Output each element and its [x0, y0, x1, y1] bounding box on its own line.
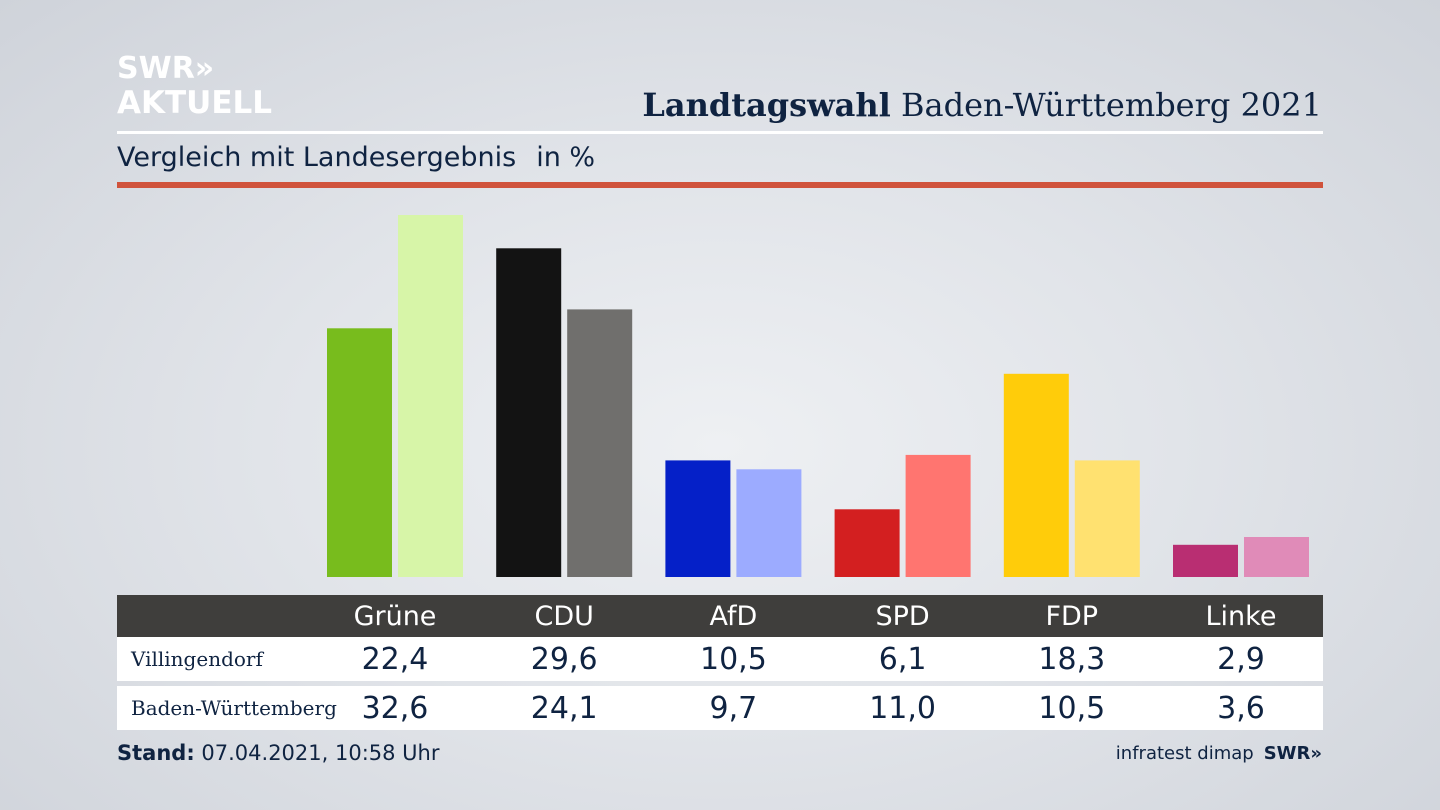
unit-label: in %	[536, 142, 596, 173]
column-header-linke: Linke	[1205, 600, 1277, 632]
column-header-cdu: CDU	[534, 600, 594, 632]
page-title: Landtagswahl Baden-Württemberg 2021	[642, 86, 1322, 124]
bar-cdu-baden-wuerttemberg	[567, 309, 633, 577]
subtitle-divider	[117, 182, 1323, 188]
table-row: Baden-Württemberg 32,6 24,1 9,7 11,0 10,5 3,6	[117, 686, 1323, 730]
table-row: Villingendorf 22,4 29,6 10,5 6,1 18,3 2,9	[117, 637, 1323, 681]
title-bold: Landtagswahl	[642, 86, 891, 124]
column-header-afd: AfD	[709, 600, 758, 632]
column-header-spd: SPD	[875, 600, 930, 632]
bar-afd-villingendorf	[665, 460, 731, 577]
subtitle-text: Vergleich mit Landesergebnis	[117, 142, 517, 173]
bar-fdp-villingendorf	[1003, 373, 1069, 577]
value-gruene-villingendorf: 22,4	[361, 641, 429, 677]
value-afd-baden-wuerttemberg: 9,7	[709, 690, 758, 726]
source-credit: infratest dimap SWR»	[1116, 743, 1322, 764]
row-label-villingendorf: Villingendorf	[131, 647, 263, 671]
bar-cdu-villingendorf	[496, 248, 562, 578]
bar-gruene-baden-wuerttemberg	[398, 215, 463, 577]
source-name: infratest dimap	[1115, 743, 1254, 764]
bar-afd-baden-wuerttemberg	[736, 469, 802, 577]
swr-aktuell-logo: SWR» AKTUELL	[117, 54, 272, 119]
value-cdu-villingendorf: 29,6	[530, 641, 598, 677]
title-rest: Baden-Württemberg 2021	[890, 86, 1322, 124]
column-header-gruene: Grüne	[353, 600, 437, 632]
value-spd-villingendorf: 6,1	[878, 641, 927, 677]
value-linke-baden-wuerttemberg: 3,6	[1217, 690, 1265, 726]
value-cdu-baden-wuerttemberg: 24,1	[530, 690, 598, 726]
logo-line1: SWR»	[117, 51, 215, 86]
title-divider	[117, 131, 1323, 134]
logo-line2: AKTUELL	[117, 85, 273, 121]
column-header-fdp: FDP	[1045, 600, 1099, 632]
timestamp: Stand: 07.04.2021, 10:58 Uhr	[117, 741, 440, 765]
bar-spd-villingendorf	[834, 509, 900, 577]
stand-value: 07.04.2021, 10:58 Uhr	[194, 741, 440, 765]
value-spd-baden-wuerttemberg: 11,0	[869, 690, 936, 726]
value-gruene-baden-wuerttemberg: 32,6	[361, 690, 429, 726]
bar-gruene-villingendorf	[327, 328, 392, 577]
bar-fdp-baden-wuerttemberg	[1074, 460, 1140, 577]
bar-linke-villingendorf	[1173, 544, 1238, 577]
subtitle: Vergleich mit Landesergebnis in %	[117, 142, 595, 173]
value-linke-villingendorf: 2,9	[1217, 641, 1265, 677]
bar-linke-baden-wuerttemberg	[1244, 537, 1309, 577]
value-afd-villingendorf: 10,5	[699, 641, 767, 677]
value-fdp-villingendorf: 18,3	[1038, 641, 1106, 677]
table-header-row: Grüne CDU AfD SPD FDP Linke	[117, 595, 1323, 637]
row-label-baden-wuerttemberg: Baden-Württemberg	[131, 696, 337, 720]
swr-brand-logo: SWR»	[1263, 743, 1322, 764]
results-table: Grüne CDU AfD SPD FDP Linke Villingendorf 22,…	[117, 595, 1323, 730]
bar-spd-baden-wuerttemberg	[905, 454, 971, 577]
value-fdp-baden-wuerttemberg: 10,5	[1038, 690, 1106, 726]
stand-label: Stand:	[117, 741, 195, 765]
